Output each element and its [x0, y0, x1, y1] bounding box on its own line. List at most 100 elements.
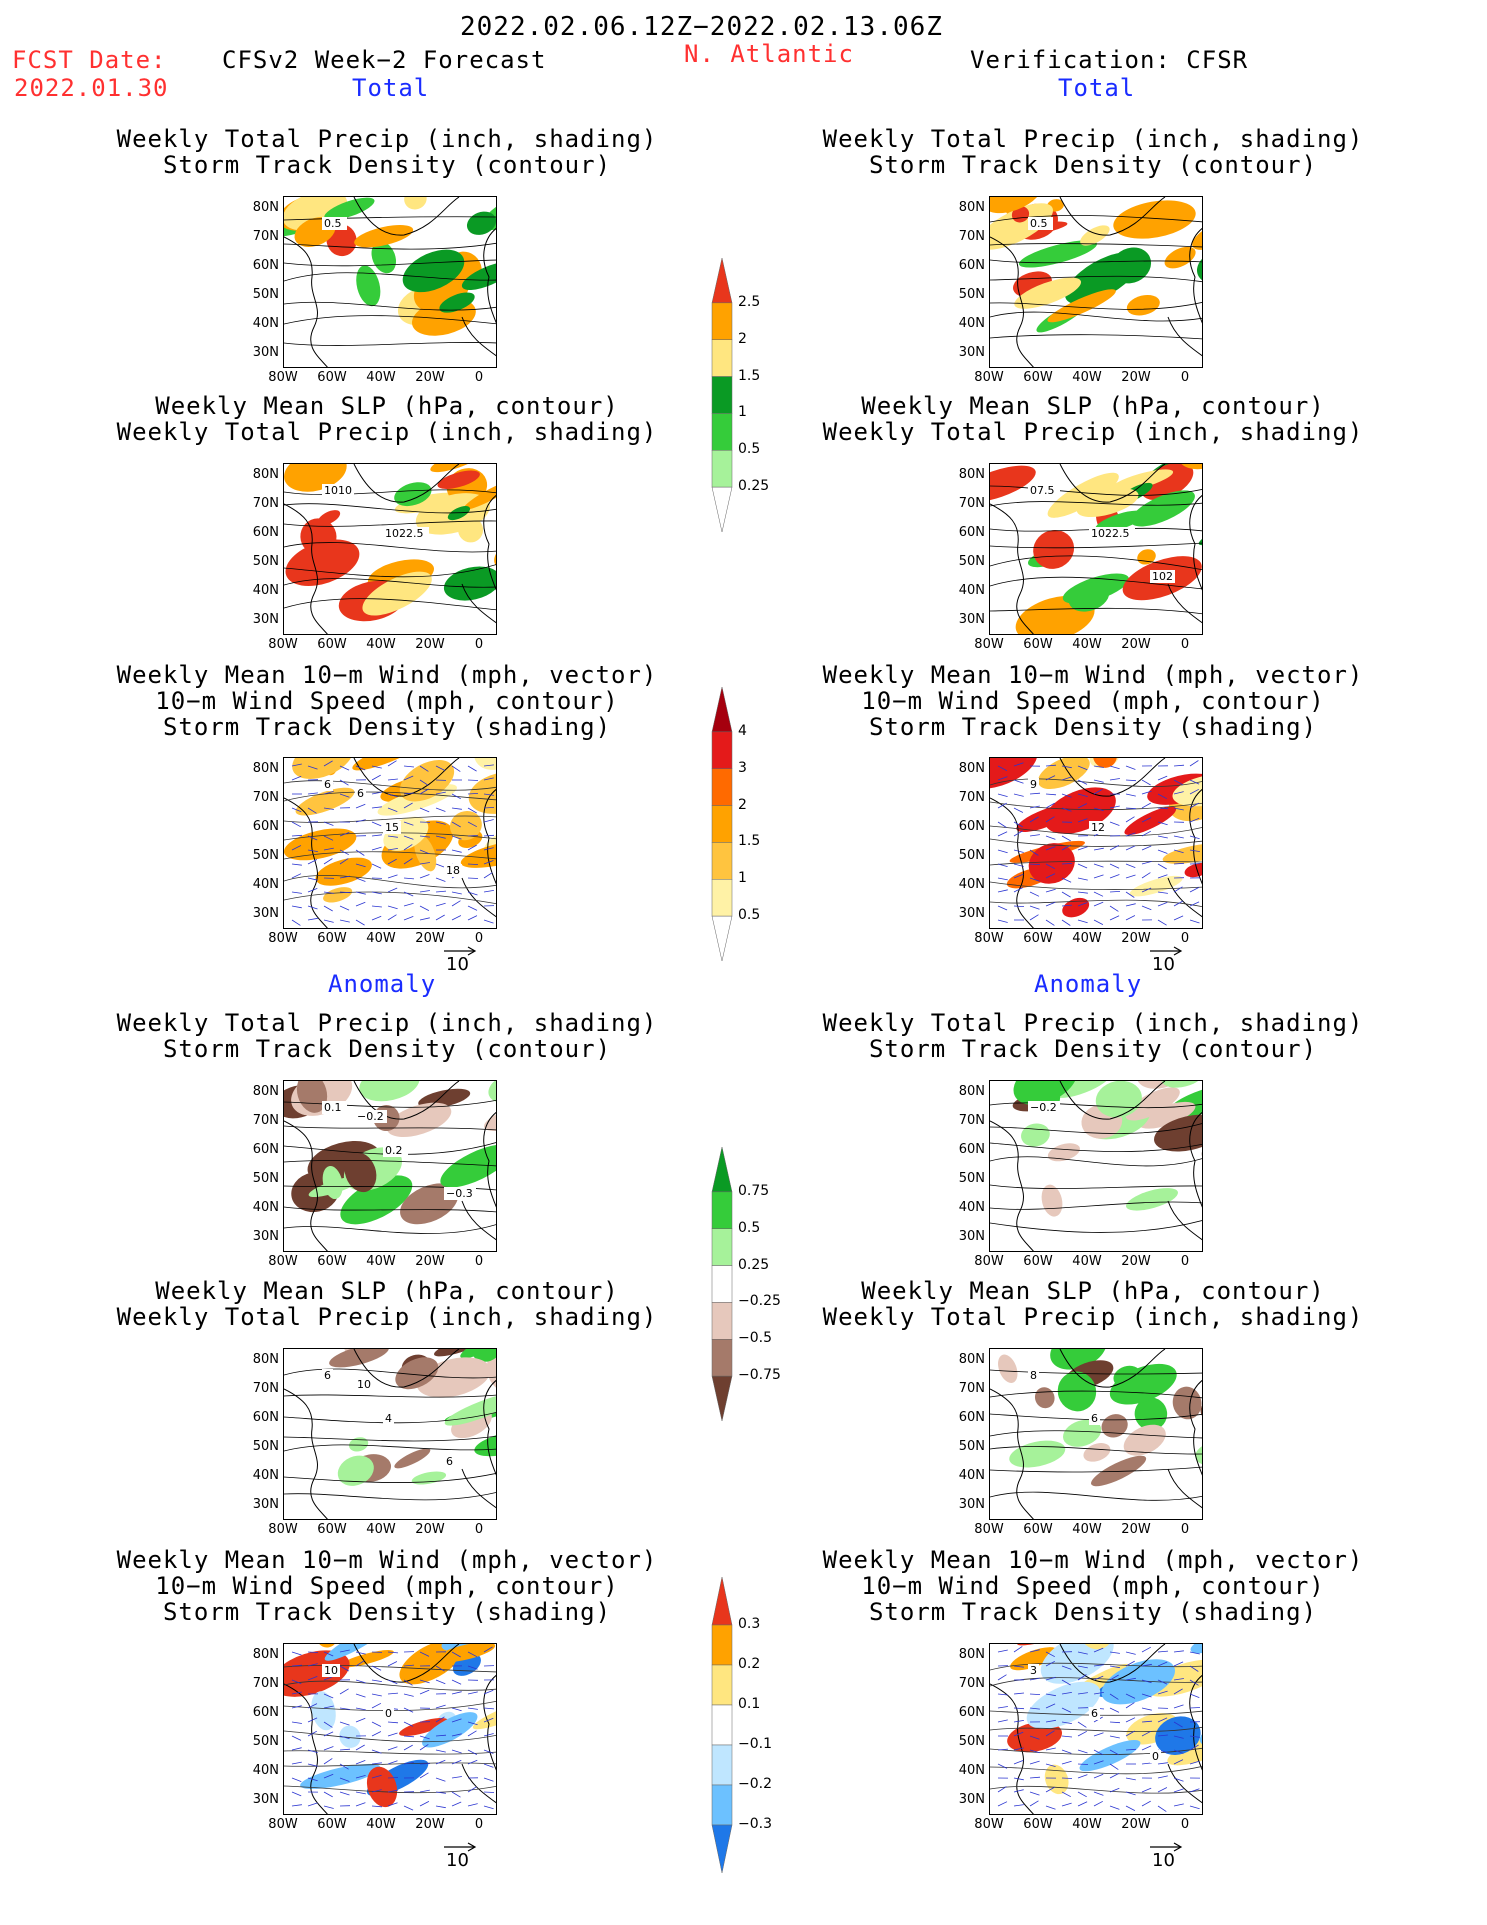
lat-tick-label: 50N — [252, 554, 279, 569]
contour-label: 102 — [1150, 570, 1175, 583]
colorbar-label: 0.2 — [738, 1656, 761, 1672]
lat-tick-label: 50N — [958, 848, 985, 863]
lat-tick-label: 70N — [958, 1113, 985, 1128]
lat-tick-label: 40N — [958, 1763, 985, 1778]
lon-tick-label: 80W — [974, 637, 1004, 652]
colorbar-swatch — [711, 731, 733, 769]
colorbar-label: 2 — [738, 330, 747, 347]
lat-tick-label: 60N — [252, 1705, 279, 1720]
vector-ref-v-t3: 10 — [1150, 946, 1183, 975]
colorbar-swatch — [711, 1191, 733, 1229]
lat-tick-label: 40N — [252, 583, 279, 598]
colorbar-label: 1.5 — [738, 833, 761, 850]
lat-tick-label: 50N — [958, 1439, 985, 1454]
lat-tick-label: 60N — [958, 1142, 985, 1157]
lon-tick-label: 60W — [317, 1817, 347, 1832]
lat-tick-label: 70N — [958, 229, 985, 244]
colorbar-swatch — [711, 376, 733, 414]
lat-tick-label: 30N — [958, 1229, 985, 1244]
contour-label: 0.1 — [322, 1101, 347, 1114]
lat-tick-label: 30N — [252, 345, 279, 360]
svg-text:6: 6 — [446, 1455, 453, 1468]
contour-label: 6 — [355, 787, 366, 800]
title-f-t1: Weekly Total Precip (inch, shading) Storm… — [116, 125, 658, 179]
lat-tick-label: 70N — [252, 1113, 279, 1128]
svg-text:−0.2: −0.2 — [357, 1110, 384, 1123]
svg-text:9: 9 — [1030, 778, 1037, 791]
verification-label: Verification: CFSR — [970, 46, 1249, 74]
lat-tick-label: 50N — [252, 287, 279, 302]
contour-label: 1022.5 — [1089, 527, 1135, 540]
lon-tick-label: 40W — [1072, 1522, 1102, 1537]
svg-text:10: 10 — [357, 1378, 371, 1391]
lat-tick-label: 30N — [252, 1497, 279, 1512]
svg-text:6: 6 — [324, 1369, 331, 1382]
lat-tick-label: 60N — [252, 819, 279, 834]
contour-label: 0.5 — [322, 217, 347, 230]
svg-text:1022.5: 1022.5 — [1091, 527, 1130, 540]
lon-tick-label: 0 — [1180, 1254, 1190, 1269]
colorbar-swatch — [711, 805, 733, 843]
lat-tick-label: 60N — [252, 1142, 279, 1157]
svg-text:4: 4 — [385, 1412, 392, 1425]
vector-ref-f-t3: 10 — [444, 946, 477, 975]
lat-tick-label: 40N — [252, 1468, 279, 1483]
map-v-t3: 9 12 — [989, 757, 1203, 929]
lon-tick-label: 20W — [1121, 370, 1151, 385]
lat-tick-label: 50N — [958, 554, 985, 569]
colorbar-label: 1 — [738, 870, 747, 887]
colorbar-label: 0.75 — [738, 1182, 770, 1199]
lat-tick-label: 40N — [958, 877, 985, 892]
lat-tick-label: 30N — [958, 906, 985, 921]
colorbar-swatch — [711, 686, 733, 733]
lat-tick-label: 50N — [252, 1734, 279, 1749]
lon-tick-label: 40W — [1072, 931, 1102, 946]
colorbar-label: 0.25 — [738, 1256, 770, 1273]
colorbar-swatch — [711, 1784, 733, 1826]
lon-tick-label: 40W — [1072, 370, 1102, 385]
lon-tick-label: 0 — [474, 1522, 484, 1537]
contour-label: 6 — [1089, 1707, 1100, 1720]
lon-tick-label: 60W — [317, 370, 347, 385]
colorbar-label: −0.2 — [738, 1776, 772, 1792]
colorbar-label: −0.5 — [738, 1330, 772, 1347]
lon-tick-label: 60W — [317, 637, 347, 652]
vector-ref-f-a3: 10 — [444, 1842, 477, 1871]
colorbar-label: 1.5 — [738, 367, 761, 384]
section-total-left: Total — [352, 74, 430, 102]
colorbar-label: 1 — [738, 404, 747, 421]
colorbar-label: 0.5 — [738, 1219, 761, 1236]
lat-tick-label: 80N — [252, 761, 279, 776]
colorbar-label: −0.3 — [738, 1816, 772, 1832]
lon-tick-label: 80W — [268, 637, 298, 652]
lon-tick-label: 60W — [1023, 1817, 1053, 1832]
lon-tick-label: 20W — [415, 637, 445, 652]
svg-text:8: 8 — [1030, 1369, 1037, 1382]
lon-tick-label: 20W — [1121, 1522, 1151, 1537]
lon-tick-label: 40W — [366, 637, 396, 652]
colorbar-label: 0.25 — [738, 478, 770, 495]
contour-label: 6 — [444, 1455, 455, 1468]
colorbar-label: 0.5 — [738, 441, 761, 458]
lat-tick-label: 70N — [958, 1381, 985, 1396]
contour-label: 6 — [1089, 1412, 1100, 1425]
contour-label: 0.2 — [383, 1144, 408, 1157]
lat-tick-label: 80N — [252, 1647, 279, 1662]
title-v-t3: Weekly Mean 10−m Wind (mph, vector) 10−m … — [822, 661, 1364, 741]
lat-tick-label: 40N — [252, 1763, 279, 1778]
lon-tick-label: 20W — [415, 1817, 445, 1832]
lon-tick-label: 60W — [1023, 637, 1053, 652]
contour-label: 1022.5 — [383, 527, 429, 540]
lat-tick-label: 60N — [252, 1410, 279, 1425]
map-f-a3: 10 0 — [283, 1643, 497, 1815]
colorbar-swatch — [711, 1576, 733, 1626]
lon-tick-label: 80W — [974, 370, 1004, 385]
map-f-a2: 6 4 6 10 — [283, 1348, 497, 1520]
lon-tick-label: 40W — [366, 1817, 396, 1832]
lon-tick-label: 80W — [268, 1254, 298, 1269]
lat-tick-label: 50N — [958, 287, 985, 302]
map-f-t3: 6 15 18 6 — [283, 757, 497, 929]
svg-text:0.5: 0.5 — [324, 217, 342, 230]
lon-tick-label: 80W — [268, 1817, 298, 1832]
lon-tick-label: 60W — [317, 1522, 347, 1537]
